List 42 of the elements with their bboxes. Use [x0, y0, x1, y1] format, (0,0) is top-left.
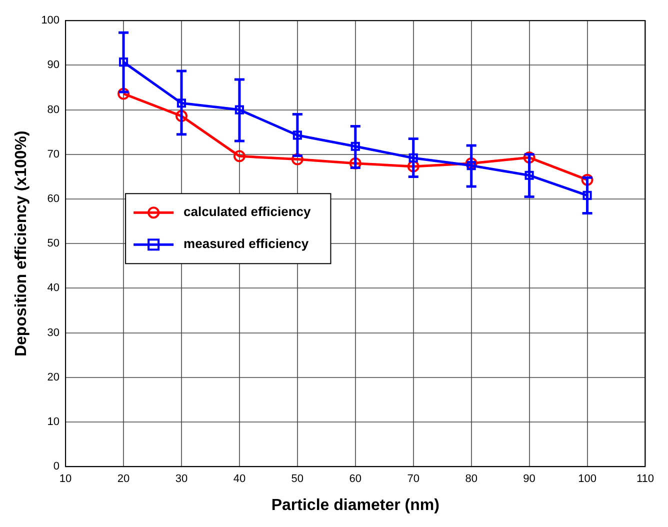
y-tick-label: 40: [47, 282, 60, 294]
y-tick-label: 30: [47, 326, 60, 339]
point: [176, 98, 186, 108]
x-tick-label: 70: [407, 473, 420, 486]
y-tick-label: 80: [47, 104, 60, 116]
x-tick-label: 10: [59, 473, 72, 486]
x-tick-label: 50: [291, 473, 304, 486]
point: [350, 142, 360, 151]
x-axis-title: Particle diameter (nm): [271, 496, 440, 514]
point: [118, 88, 130, 100]
point: [582, 190, 592, 200]
x-tick-label: 60: [349, 473, 362, 486]
point: [466, 161, 476, 170]
point: [233, 150, 246, 162]
point: [118, 58, 128, 67]
point: [291, 153, 304, 166]
legend-label: calculated efficiency: [184, 204, 312, 220]
y-tick-label: 100: [41, 14, 60, 27]
point: [349, 157, 362, 170]
x-tick-label: 100: [578, 473, 596, 486]
y-tick-label: 90: [47, 59, 60, 72]
x-tick-label: 90: [523, 473, 536, 486]
point: [523, 152, 536, 164]
point: [234, 105, 244, 114]
x-tick-label: 20: [117, 473, 130, 486]
point: [292, 130, 302, 140]
point: [524, 170, 534, 180]
y-tick-label: 20: [47, 371, 60, 384]
y-tick-label: 10: [47, 416, 60, 428]
point: [581, 174, 594, 186]
y-tick-label: 70: [47, 148, 60, 160]
point: [175, 110, 188, 122]
x-tick-label: 30: [175, 473, 188, 486]
x-tick-label: 80: [465, 473, 478, 486]
x-tick-label: 110: [636, 473, 654, 486]
y-tick-label: 0: [53, 460, 60, 473]
point: [408, 153, 418, 163]
legend-label: measured efficiency: [184, 236, 310, 252]
y-tick-label: 50: [47, 238, 60, 250]
y-axis-title: Deposition efficiency (x100%): [13, 130, 30, 357]
x-tick-label: 40: [233, 473, 246, 486]
y-tick-label: 60: [47, 193, 60, 206]
